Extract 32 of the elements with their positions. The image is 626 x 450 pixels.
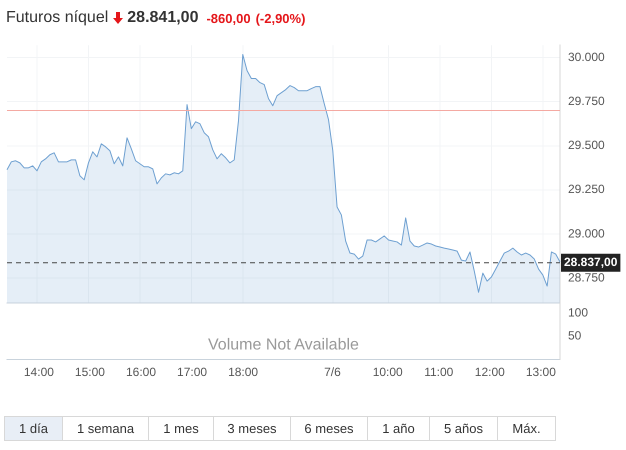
y-tick-label: 29.250 <box>568 182 606 196</box>
x-tick-label: 18:00 <box>228 365 258 380</box>
x-tick-label: 10:00 <box>372 365 404 380</box>
y-tick-label: 50 <box>568 328 582 343</box>
time-range-button[interactable]: 1 año <box>367 416 430 441</box>
time-range-button[interactable]: 3 meses <box>213 416 291 441</box>
x-tick-label: 17:00 <box>177 365 208 380</box>
text: 28.841,00 <box>127 9 198 27</box>
time-range-button[interactable]: 1 día <box>4 416 63 441</box>
text: -860,00 <box>206 10 251 26</box>
ref-line-label: 28.837,00 <box>564 255 618 270</box>
x-tick-label: 7/6 <box>324 365 342 380</box>
text: (-2,90%) <box>256 10 306 26</box>
x-tick-label: 13:00 <box>526 365 556 380</box>
y-tick-label: 28.750 <box>568 270 606 284</box>
x-tick-label: 16:00 <box>126 365 156 380</box>
x-tick-label: 11:00 <box>424 365 454 380</box>
y-tick-label: 29.750 <box>568 94 606 108</box>
x-tick-label: 15:00 <box>74 365 106 380</box>
y-tick-label: 29.500 <box>568 138 606 152</box>
time-range-button[interactable]: 1 mes <box>148 416 214 441</box>
time-range-button[interactable]: 5 años <box>429 416 498 441</box>
x-tick-label: 14:00 <box>24 365 54 380</box>
y-tick-label: 100 <box>568 305 588 320</box>
time-range-button[interactable]: 6 meses <box>290 416 368 441</box>
chart-title: Futuros níquel <box>6 9 108 27</box>
x-tick-label: 12:00 <box>474 365 506 380</box>
annotation: Volume Not Available <box>208 336 360 354</box>
time-range-button[interactable]: 1 semana <box>62 416 149 441</box>
y-tick-label: 29.000 <box>568 226 606 240</box>
time-range-button[interactable]: Máx. <box>497 416 556 441</box>
y-tick-label: 30.000 <box>568 50 606 64</box>
